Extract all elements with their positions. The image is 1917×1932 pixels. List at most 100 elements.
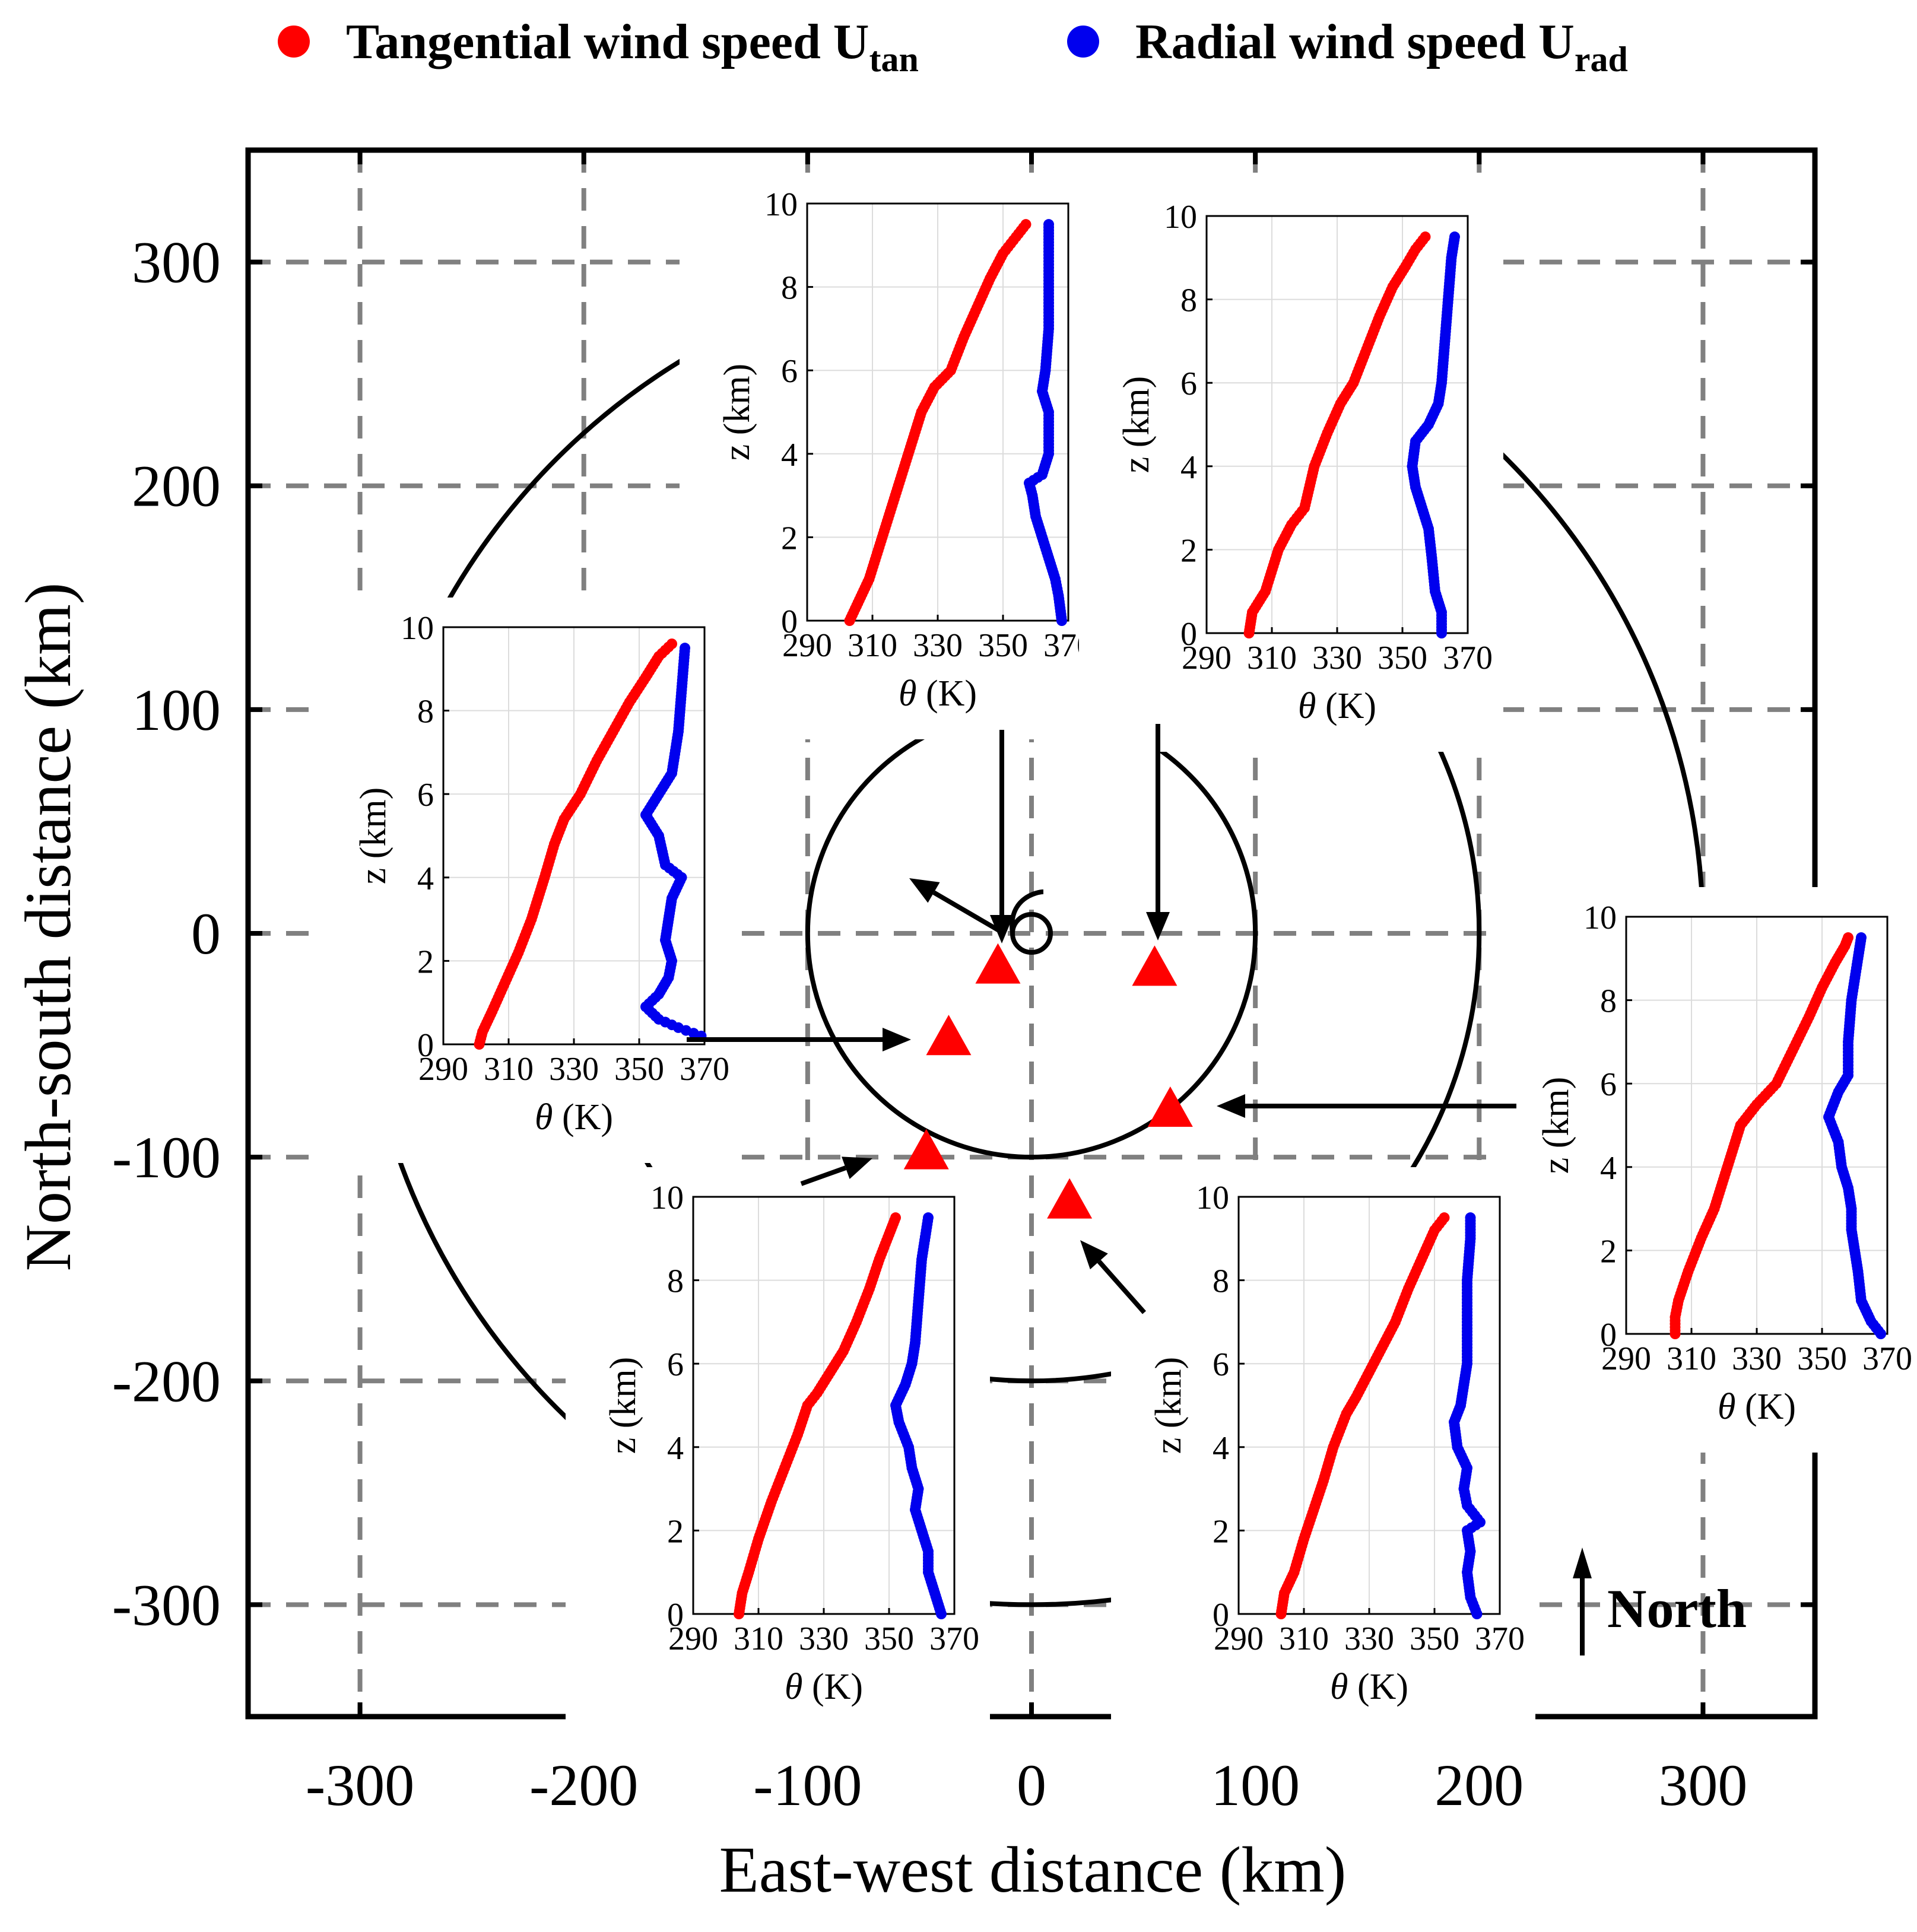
inset-y-tick-label: 4 <box>1600 1150 1617 1187</box>
tangential-wind-point <box>1439 1212 1450 1224</box>
inset-y-label: z (km) <box>717 364 757 461</box>
arrow-head <box>1080 1240 1108 1270</box>
inset-x-tick-label: 290 <box>1601 1340 1651 1377</box>
y-tick-label: 100 <box>132 677 221 743</box>
inset-x-label: θ (K) <box>1330 1667 1408 1707</box>
inset-x-tick-label: 370 <box>929 1620 979 1657</box>
inset-x-label-symbol: θ <box>1298 686 1316 726</box>
site-triangle <box>1047 1178 1093 1219</box>
inset-y-tick-label: 8 <box>1600 983 1617 1020</box>
inset-y-label: z (km) <box>1148 1357 1189 1454</box>
inset-x-tick-label: 310 <box>1667 1340 1716 1377</box>
arrow-head <box>883 1028 911 1051</box>
inset-plot: 290 310 330 350 370 0 2 4 6 8 10 θ (K) z (km) <box>1111 1167 1535 1733</box>
inset-y-tick-label: 2 <box>667 1513 684 1550</box>
y-tick-label: 300 <box>132 230 221 295</box>
inset-y-tick-label: 2 <box>781 520 798 557</box>
x-tick-label: 100 <box>1211 1752 1300 1818</box>
inset-y-tick-label: 0 <box>417 1027 434 1064</box>
inset-x-label-symbol: θ <box>535 1097 553 1137</box>
inset-plot: 290 310 330 350 370 0 2 4 6 8 10 θ (K) z (km) <box>1499 887 1917 1453</box>
inset-x-tick-label: 330 <box>1312 640 1362 676</box>
arrow-line <box>932 890 1001 933</box>
arrow-head <box>1146 912 1170 940</box>
inset-x-tick-label: 370 <box>1475 1620 1525 1657</box>
inset-x-label: θ (K) <box>1298 686 1376 726</box>
radial-wind-point <box>1043 219 1054 230</box>
north-arrow-head <box>1573 1547 1592 1578</box>
inset-x-label-symbol: θ <box>899 673 916 714</box>
inset-y-label: z (km) <box>353 787 393 885</box>
legend-marker <box>1067 26 1099 58</box>
inset-plot: 290 310 330 350 370 0 2 4 6 8 10 θ (K) z (km) <box>1079 186 1503 752</box>
legend-label: Tangential wind speed Utan <box>346 14 919 79</box>
inset-y-label: z (km) <box>1536 1077 1576 1174</box>
inset-x-label: θ (K) <box>535 1097 613 1137</box>
y-tick-label: 0 <box>191 901 221 967</box>
x-tick-label: 200 <box>1434 1752 1524 1818</box>
inset-y-tick-label: 0 <box>781 603 798 640</box>
inset-background <box>1079 186 1503 752</box>
radial-wind-point <box>1856 932 1867 943</box>
inset-x-tick-label: 350 <box>864 1620 914 1657</box>
inset-x-label: θ (K) <box>1718 1387 1796 1427</box>
inset-y-tick-label: 10 <box>1196 1180 1229 1216</box>
inset-x-label-symbol: θ <box>1330 1667 1348 1707</box>
inset-x-tick-label: 350 <box>978 627 1028 664</box>
inset-y-tick-label: 4 <box>417 860 434 897</box>
arrow-head <box>1217 1094 1245 1118</box>
x-tick-label: -200 <box>529 1752 638 1818</box>
inset-y-tick-label: 2 <box>1600 1233 1617 1270</box>
inset-y-tick-label: 0 <box>667 1597 684 1634</box>
inset-x-tick-label: 330 <box>549 1051 599 1088</box>
inset-x-label-symbol: θ <box>1718 1387 1735 1427</box>
inset-x-tick-label: 350 <box>1797 1340 1847 1377</box>
inset-x-tick-label: 310 <box>484 1051 534 1088</box>
inset-y-tick-label: 8 <box>417 694 434 730</box>
legend-marker <box>278 26 310 58</box>
inset-x-tick-label: 310 <box>734 1620 783 1657</box>
inset-x-tick-label: 290 <box>668 1620 718 1657</box>
arrow-head <box>990 915 1014 943</box>
inset-background <box>316 598 740 1163</box>
main-tick-labels: -300 -200 -100 0 100 200 3003002001000-100-200… <box>112 230 1748 1818</box>
arrow-line <box>1097 1260 1146 1314</box>
x-tick-label: 0 <box>1017 1752 1046 1818</box>
tangential-wind-point <box>1843 932 1853 943</box>
y-tick-label: -300 <box>112 1572 221 1638</box>
inset-y-tick-label: 8 <box>667 1263 684 1300</box>
inset-plots: 290 310 330 350 370 0 2 4 6 8 10 θ (K) z (km) 290 310 3… <box>316 174 1917 1733</box>
site-triangle <box>1147 1086 1193 1127</box>
tropical-cyclone-icon <box>1010 889 1053 955</box>
inset-x-tick-label: 350 <box>614 1051 664 1088</box>
cyclone-arm <box>1010 889 1044 934</box>
inset-x-label-unit: (K) <box>1316 686 1376 726</box>
inset-x-label-unit: (K) <box>553 1097 613 1137</box>
x-tick-label: 300 <box>1658 1752 1747 1818</box>
y-tick-label: -200 <box>112 1348 221 1414</box>
inset-y-tick-label: 10 <box>650 1180 684 1216</box>
inset-y-tick-label: 6 <box>1600 1066 1617 1103</box>
inset-y-tick-label: 6 <box>1213 1346 1229 1383</box>
observation-sites <box>903 943 1193 1219</box>
inset-x-tick-label: 330 <box>1732 1340 1782 1377</box>
tangential-wind-point <box>1020 219 1032 230</box>
inset-x-tick-label: 310 <box>848 627 897 664</box>
inset-x-tick-label: 330 <box>1344 1620 1394 1657</box>
inset-y-tick-label: 0 <box>1600 1317 1617 1353</box>
inset-y-tick-label: 6 <box>417 777 434 814</box>
site-triangle <box>926 1015 972 1056</box>
legend-subscript: rad <box>1575 40 1628 79</box>
inset-x-tick-label: 370 <box>1443 640 1493 676</box>
inset-y-tick-label: 6 <box>667 1346 684 1383</box>
inset-x-tick-label: 330 <box>799 1620 849 1657</box>
inset-y-tick-label: 2 <box>1180 532 1197 569</box>
inset-x-label-unit: (K) <box>916 673 977 714</box>
inset-y-tick-label: 0 <box>1180 616 1197 653</box>
inset-y-tick-label: 4 <box>1180 449 1197 486</box>
y-tick-label: -100 <box>112 1124 221 1190</box>
inset-x-tick-label: 370 <box>680 1051 729 1088</box>
inset-x-label: θ (K) <box>899 673 977 714</box>
arrow-line <box>800 1165 847 1186</box>
